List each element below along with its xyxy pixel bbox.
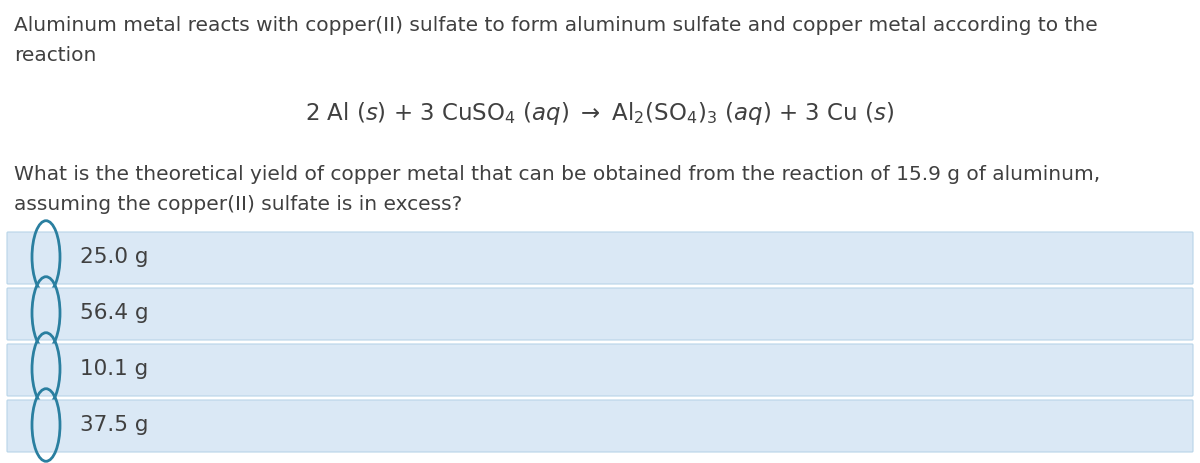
Text: 37.5 g: 37.5 g bbox=[80, 415, 149, 435]
Text: 10.1 g: 10.1 g bbox=[80, 359, 149, 379]
FancyBboxPatch shape bbox=[7, 232, 1193, 284]
Text: 25.0 g: 25.0 g bbox=[80, 247, 149, 267]
Text: reaction: reaction bbox=[14, 46, 96, 65]
Text: 56.4 g: 56.4 g bbox=[80, 303, 149, 323]
Text: Aluminum metal reacts with copper(II) sulfate to form aluminum sulfate and coppe: Aluminum metal reacts with copper(II) su… bbox=[14, 16, 1098, 35]
Text: 2 Al $(s)$ + 3 CuSO$_4$ $(aq)$ $\rightarrow$ Al$_2$(SO$_4$)$_3$ $(aq)$ + 3 Cu $(: 2 Al $(s)$ + 3 CuSO$_4$ $(aq)$ $\rightar… bbox=[306, 100, 894, 127]
FancyBboxPatch shape bbox=[7, 344, 1193, 396]
FancyBboxPatch shape bbox=[7, 288, 1193, 340]
Text: assuming the copper(II) sulfate is in excess?: assuming the copper(II) sulfate is in ex… bbox=[14, 195, 462, 214]
FancyBboxPatch shape bbox=[7, 400, 1193, 452]
Text: What is the theoretical yield of copper metal that can be obtained from the reac: What is the theoretical yield of copper … bbox=[14, 165, 1100, 184]
